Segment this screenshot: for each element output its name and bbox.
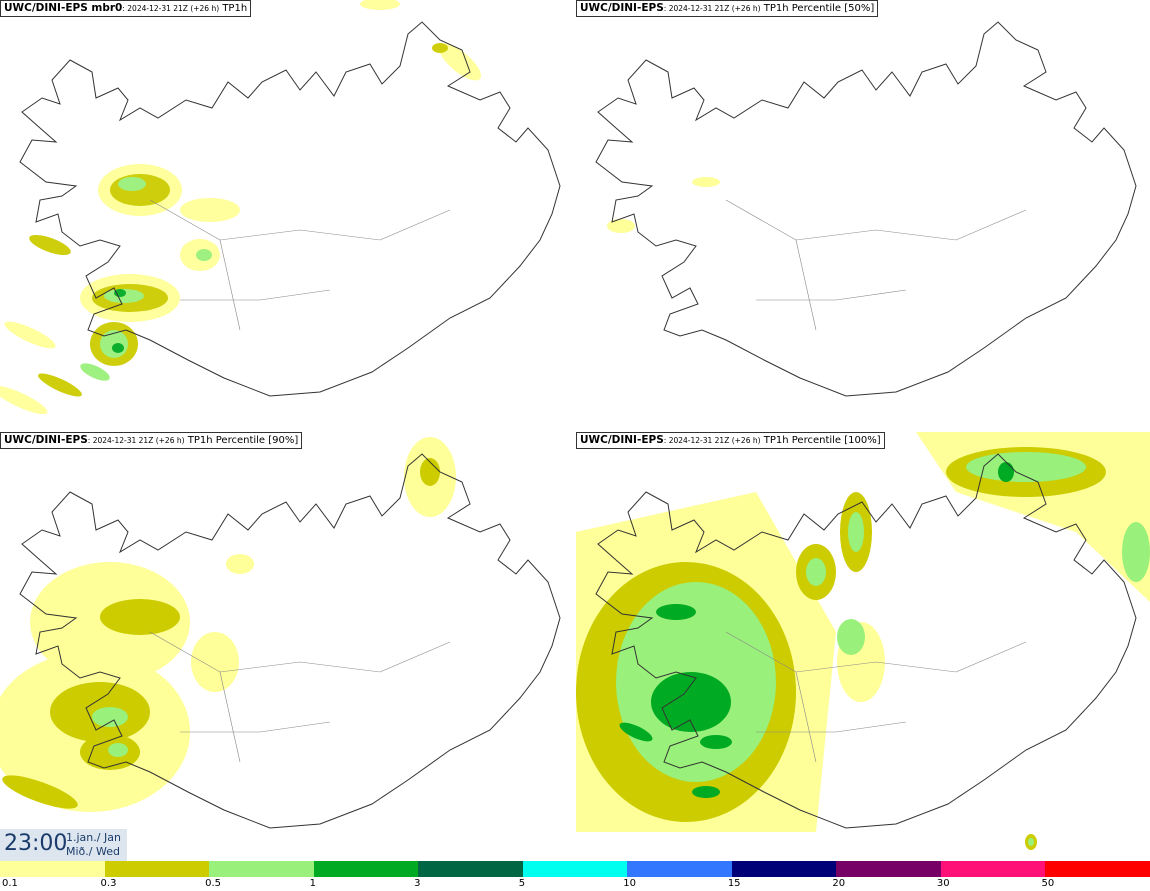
legend-swatch <box>522 861 628 877</box>
map-panel-p90: UWC/DINI-EPS: 2024-12-31 21Z (+26 h) TP1… <box>0 432 574 860</box>
run-time: 2024-12-31 21Z (+26 h) <box>92 436 185 445</box>
valid-date: 1.jan./ Jan Mið./ Wed <box>66 831 121 859</box>
date-line-1: 1.jan./ Jan <box>66 831 121 844</box>
legend-swatch <box>731 861 837 877</box>
precipitation-legend: 0.1 0.3 0.5 1 3 5 10 15 20 30 50 <box>0 861 1150 891</box>
precipitation-map <box>0 0 561 415</box>
legend-swatch <box>836 861 942 877</box>
legend-swatch <box>209 861 315 877</box>
model-name: UWC/DINI-EPS <box>580 434 664 446</box>
legend-tick-label: 30 <box>936 878 950 889</box>
date-line-2: Mið./ Wed <box>66 845 120 858</box>
product-name: TP1h Percentile [100%] <box>763 435 881 446</box>
legend-swatch <box>0 861 106 877</box>
valid-hour: 23:00 <box>4 831 68 856</box>
run-time: 2024-12-31 21Z (+26 h) <box>668 4 761 13</box>
panel-title: UWC/DINI-EPS: 2024-12-31 21Z (+26 h) TP1… <box>576 432 885 449</box>
model-name: UWC/DINI-EPS mbr0 <box>4 2 123 14</box>
model-name: UWC/DINI-EPS <box>580 2 664 14</box>
legend-tick-label: 1 <box>309 878 316 889</box>
panel-title: UWC/DINI-EPS: 2024-12-31 21Z (+26 h) TP1… <box>0 432 303 449</box>
legend-tick-label: 20 <box>832 878 846 889</box>
legend-tick-label: 50 <box>1041 878 1055 889</box>
legend-swatch <box>313 861 419 877</box>
legend-swatch <box>418 861 524 877</box>
model-name: UWC/DINI-EPS <box>4 434 88 446</box>
run-time: 2024-12-31 21Z (+26 h) <box>127 4 220 13</box>
product-name: TP1h <box>222 3 248 14</box>
map-panel-p50: UWC/DINI-EPS: 2024-12-31 21Z (+26 h) TP1… <box>576 0 1150 428</box>
panel-title: UWC/DINI-EPS mbr0: 2024-12-31 21Z (+26 h… <box>0 0 252 17</box>
legend-tick-label: 15 <box>727 878 741 889</box>
legend-tick-label: 5 <box>518 878 526 889</box>
precipitation-map <box>0 437 561 829</box>
product-name: TP1h Percentile [90%] <box>187 435 299 446</box>
legend-swatch <box>940 861 1046 877</box>
precipitation-map <box>595 21 1137 397</box>
legend-swatch <box>104 861 210 877</box>
legend-tick-label: 0.3 <box>100 878 117 889</box>
panel-title: UWC/DINI-EPS: 2024-12-31 21Z (+26 h) TP1… <box>576 0 879 17</box>
legend-tick-label: 0.1 <box>2 878 18 889</box>
legend-tick-label: 10 <box>623 878 636 889</box>
product-name: TP1h Percentile [50%] <box>763 3 875 14</box>
legend-tick-label: 0.5 <box>205 878 221 889</box>
precipitation-map <box>576 432 1150 850</box>
map-panel-p100: UWC/DINI-EPS: 2024-12-31 21Z (+26 h) TP1… <box>576 432 1150 860</box>
map-panel-mbr0: UWC/DINI-EPS mbr0: 2024-12-31 21Z (+26 h… <box>0 0 574 428</box>
run-time: 2024-12-31 21Z (+26 h) <box>668 436 761 445</box>
legend-swatch <box>627 861 733 877</box>
legend-tick-label: 3 <box>414 878 421 889</box>
legend-color-bar <box>0 861 1150 877</box>
legend-swatch <box>1045 861 1150 877</box>
valid-time-box: 23:00 1.jan./ Jan Mið./ Wed <box>0 829 127 861</box>
